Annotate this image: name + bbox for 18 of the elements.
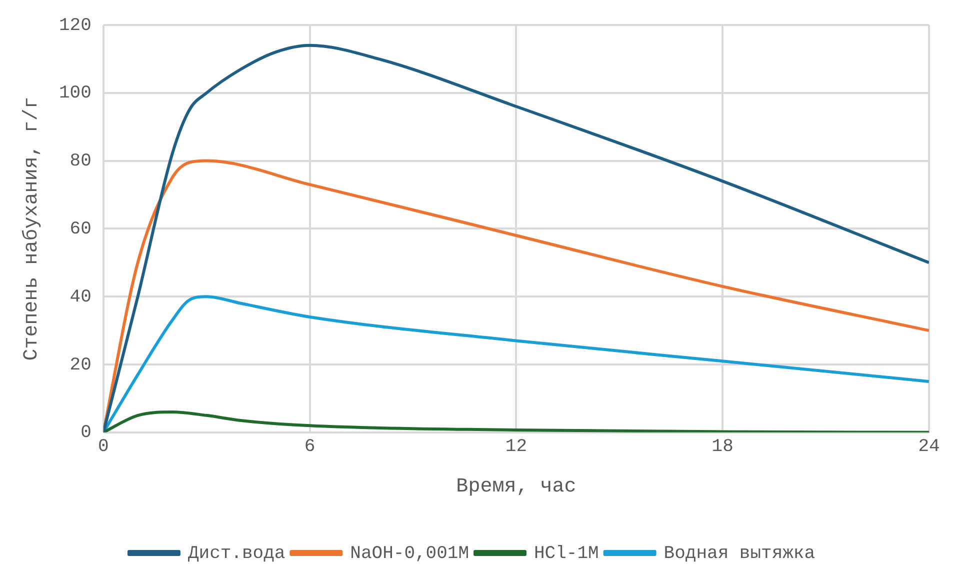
x-axis-title: Время, час [456,475,576,498]
y-tick-label: 60 [70,219,92,240]
legend-label: HCl-1M [534,544,599,564]
y-axis-title: Степень набухания, г/г [20,96,44,361]
x-tick-label: 18 [712,436,734,457]
y-tick-label: 100 [59,84,92,104]
y-tick-label: 40 [70,287,92,308]
x-tick-label: 12 [505,436,528,457]
legend-label: NaOH-0,001M [350,544,470,564]
x-tick-label: 24 [918,436,940,457]
x-tick-label: 0 [98,436,109,457]
y-tick-label: 120 [59,16,92,36]
legend-label: Дист.вода [188,544,286,564]
y-tick-label: 80 [70,152,92,172]
legend-label: Водная вытяжка [664,544,816,564]
y-tick-label: 20 [70,355,92,376]
y-tick-label: 0 [80,423,92,444]
x-tick-label: 6 [304,436,316,457]
